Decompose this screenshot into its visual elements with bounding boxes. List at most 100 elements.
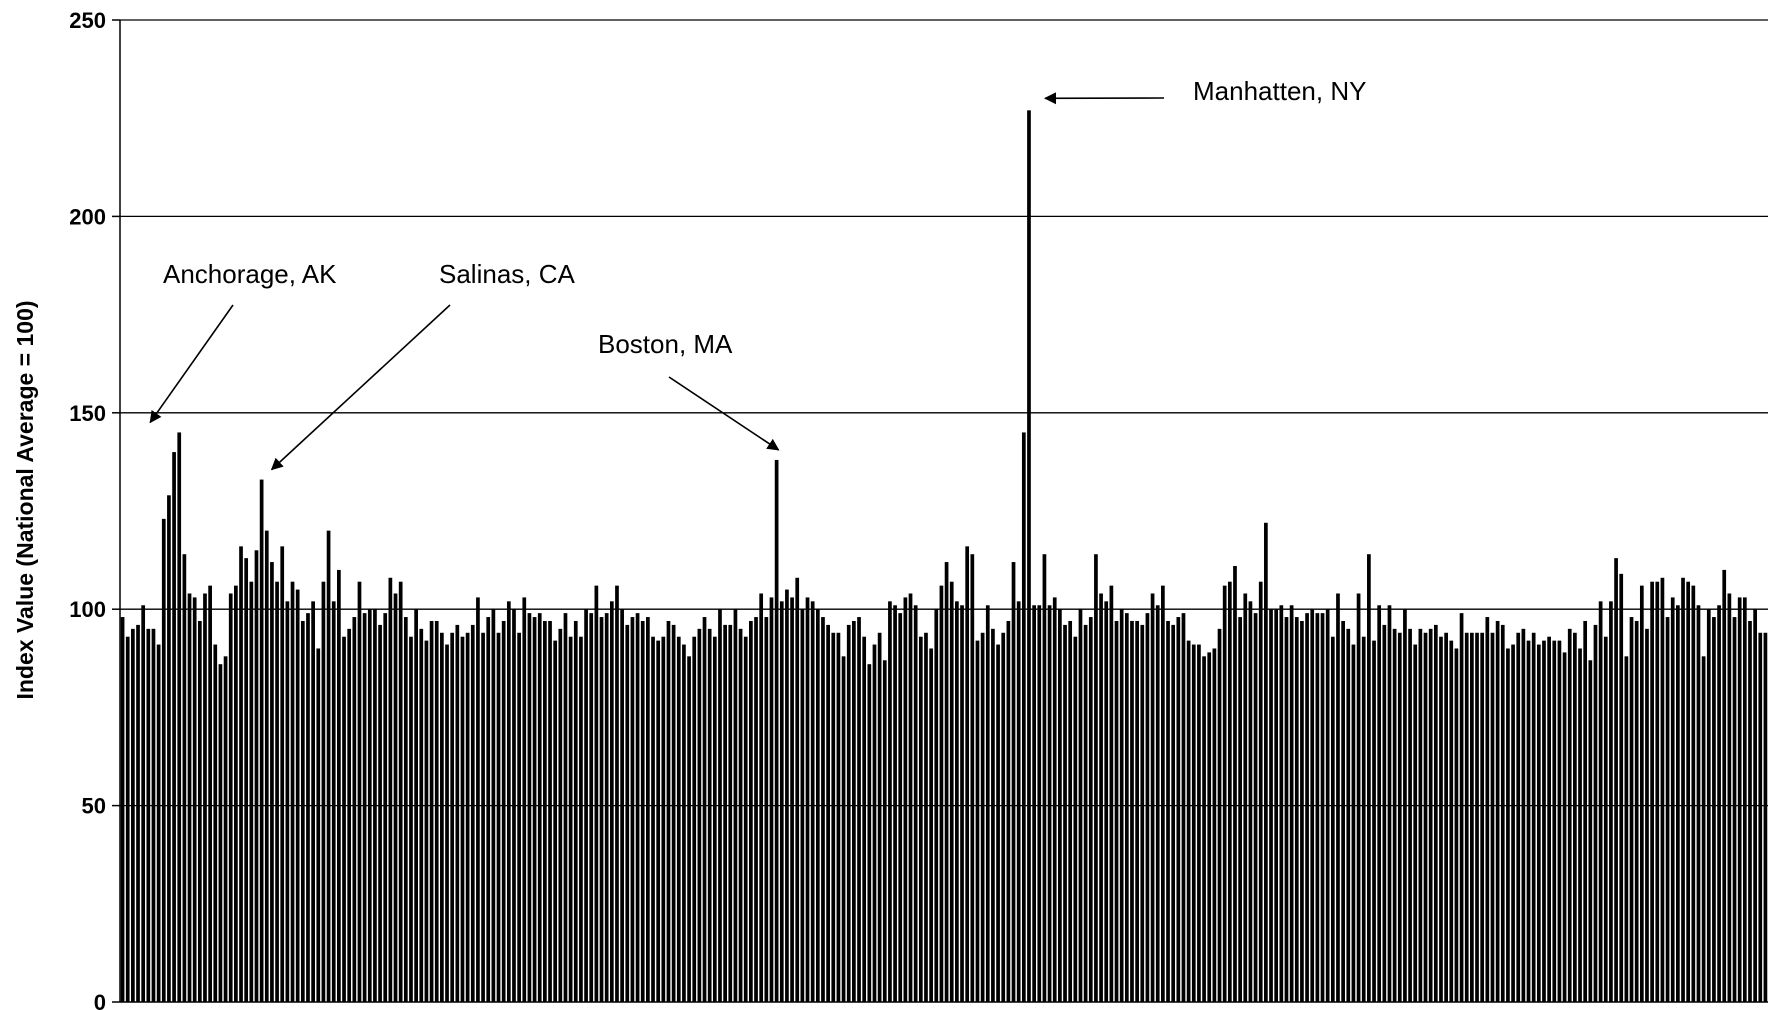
bar bbox=[975, 640, 980, 1002]
bar bbox=[470, 624, 475, 1002]
bar bbox=[1614, 558, 1618, 1002]
bar bbox=[1727, 593, 1732, 1002]
bar bbox=[476, 597, 480, 1002]
bar bbox=[151, 628, 156, 1002]
bar bbox=[331, 601, 336, 1002]
annotation-label: Salinas, CA bbox=[439, 259, 575, 289]
bar bbox=[749, 620, 753, 1002]
bar bbox=[1264, 522, 1268, 1002]
bar bbox=[373, 609, 377, 1002]
bar bbox=[337, 569, 341, 1002]
bar bbox=[316, 648, 321, 1002]
bar bbox=[707, 628, 712, 1002]
bar bbox=[723, 624, 727, 1002]
bar bbox=[1588, 660, 1593, 1002]
bar bbox=[872, 644, 877, 1002]
bar bbox=[388, 577, 393, 1002]
bar bbox=[934, 609, 939, 1002]
bar bbox=[249, 581, 254, 1002]
bar bbox=[573, 620, 578, 1002]
bar bbox=[239, 546, 243, 1002]
bar bbox=[491, 609, 496, 1002]
bar bbox=[630, 617, 635, 1002]
bar bbox=[1032, 605, 1036, 1002]
bar bbox=[321, 581, 326, 1002]
bar bbox=[1042, 554, 1047, 1002]
bar bbox=[852, 620, 856, 1002]
bar bbox=[1099, 593, 1103, 1002]
bar bbox=[1542, 640, 1546, 1002]
bar bbox=[1346, 628, 1351, 1002]
bar bbox=[764, 617, 769, 1002]
bar bbox=[1573, 632, 1577, 1002]
annotation-arrow bbox=[149, 304, 234, 424]
bars bbox=[120, 110, 1768, 1003]
bar bbox=[769, 597, 774, 1002]
bar bbox=[1325, 609, 1330, 1002]
bar bbox=[1439, 636, 1443, 1002]
bar bbox=[893, 605, 897, 1002]
bar bbox=[1356, 593, 1361, 1002]
bar bbox=[203, 593, 207, 1002]
y-tick-label: 150 bbox=[69, 401, 106, 426]
bar bbox=[1258, 581, 1263, 1002]
bar bbox=[352, 617, 357, 1002]
bar bbox=[1310, 609, 1315, 1002]
bar bbox=[646, 617, 650, 1002]
bar bbox=[1722, 569, 1727, 1002]
bar bbox=[1686, 581, 1691, 1002]
bar bbox=[1217, 628, 1222, 1002]
bar bbox=[877, 632, 882, 1002]
bar bbox=[1639, 585, 1644, 1002]
bar bbox=[1645, 628, 1649, 1002]
bar bbox=[1202, 656, 1206, 1002]
bar bbox=[1222, 585, 1227, 1002]
annotation-label: Anchorage, AK bbox=[163, 259, 337, 289]
bar bbox=[1001, 632, 1006, 1002]
bar bbox=[810, 601, 815, 1002]
bar bbox=[579, 636, 583, 1002]
y-tick-label: 0 bbox=[94, 990, 106, 1010]
bar bbox=[234, 585, 238, 1002]
bar bbox=[955, 601, 959, 1002]
bar bbox=[1753, 609, 1757, 1002]
bar bbox=[1233, 565, 1237, 1002]
bar bbox=[666, 620, 671, 1002]
bar bbox=[1598, 601, 1603, 1002]
bar bbox=[1459, 613, 1464, 1002]
bar bbox=[1166, 620, 1170, 1002]
bar bbox=[445, 644, 449, 1002]
bar bbox=[1629, 617, 1634, 1002]
bar bbox=[264, 530, 269, 1002]
bar bbox=[1696, 605, 1701, 1002]
bar bbox=[1171, 624, 1176, 1002]
bar bbox=[285, 601, 290, 1002]
bar bbox=[635, 613, 640, 1002]
bar bbox=[1186, 640, 1191, 1002]
y-axis-title: Index Value (National Average = 100) bbox=[12, 300, 38, 699]
bar bbox=[1361, 636, 1366, 1002]
bar bbox=[1006, 620, 1011, 1002]
bar bbox=[1207, 652, 1212, 1002]
bar bbox=[1191, 644, 1196, 1002]
bar bbox=[1423, 632, 1428, 1002]
bar bbox=[1367, 554, 1371, 1002]
bar bbox=[754, 617, 758, 1002]
bar bbox=[1336, 593, 1340, 1002]
bar bbox=[1052, 597, 1057, 1002]
bar bbox=[836, 632, 841, 1002]
bar bbox=[651, 636, 655, 1002]
bar bbox=[125, 636, 130, 1002]
bar bbox=[1387, 605, 1392, 1002]
bar bbox=[1670, 597, 1675, 1002]
bar bbox=[759, 593, 764, 1002]
bar bbox=[424, 640, 429, 1002]
bar bbox=[676, 636, 681, 1002]
bar bbox=[991, 628, 995, 1002]
bar bbox=[918, 636, 923, 1002]
bar bbox=[908, 593, 913, 1002]
bar bbox=[1634, 620, 1639, 1002]
bar bbox=[568, 636, 573, 1002]
bar bbox=[1583, 620, 1588, 1002]
bar bbox=[965, 546, 970, 1002]
